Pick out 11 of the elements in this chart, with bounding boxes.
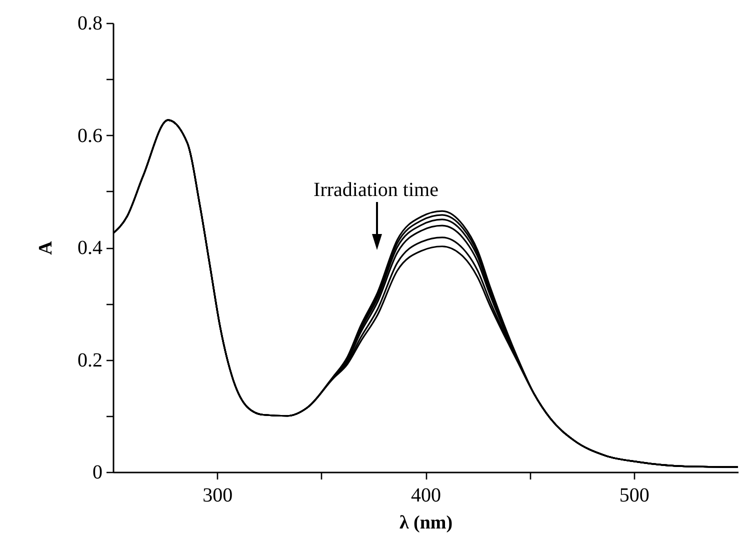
- x-tick-label: 500: [619, 484, 650, 506]
- y-tick-label: 0.2: [78, 349, 102, 372]
- y-tick-label: 0.4: [78, 237, 102, 259]
- x-tick-label: 300: [202, 484, 233, 506]
- y-tick-label: 0.8: [78, 12, 102, 34]
- y-tick-label: 0: [92, 462, 102, 484]
- y-axis-title: A: [36, 240, 56, 255]
- x-tick-label: 400: [411, 484, 441, 506]
- x-axis-title: λ (nm): [399, 512, 453, 534]
- y-tick-label: 0.6: [78, 124, 102, 147]
- annotation: Irradiation time: [314, 179, 439, 201]
